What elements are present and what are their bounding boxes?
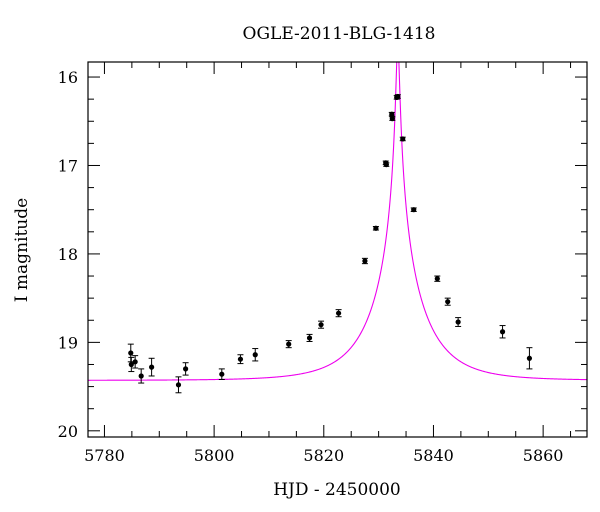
data-point [372,225,379,231]
chart-title: OGLE-2011-BLG-1418 [243,24,436,44]
data-point [335,309,342,318]
data-point [127,343,134,363]
plot-frame [87,61,588,438]
data-point [399,136,406,142]
data-point [285,340,292,349]
data-point [444,297,451,306]
x-tick-label: 5860 [523,446,564,465]
point-marker [373,225,379,231]
y-tick-label: 17 [58,156,78,175]
data-point [175,376,182,394]
point-marker [183,366,189,372]
point-marker [455,319,461,325]
data-point [499,325,506,339]
point-marker [434,276,440,282]
data-point [526,347,533,370]
data-point [388,111,395,117]
data-point [394,93,401,100]
data-point [128,356,135,373]
x-axis-label: HJD - 2450000 [273,480,401,500]
point-marker [445,299,451,305]
point-marker [411,207,417,213]
point-marker [132,359,138,365]
data-point [237,354,244,365]
point-marker [128,350,134,356]
data-point [434,275,441,282]
data-point [148,357,155,377]
point-marker [306,335,313,341]
y-tick-label: 20 [58,422,78,441]
y-axis-label: I magnitude [12,198,32,302]
point-marker [395,93,401,100]
x-tick-label: 5820 [303,446,344,465]
point-marker [389,116,395,122]
x-tick-label: 5840 [413,446,454,465]
point-marker [219,371,225,377]
plot-area [87,61,588,438]
point-marker [335,310,342,316]
y-tick-label: 18 [58,245,78,264]
point-marker [400,136,406,142]
y-tick-label: 19 [58,333,78,352]
model-curve [88,62,587,381]
y-tick-label: 16 [58,68,78,87]
data-point [389,116,396,122]
point-marker [389,111,395,117]
data-point [182,362,189,376]
data-points [127,93,533,394]
tick-labels: 5780 5800 5820 5840 5860 16 17 18 19 20 [58,68,564,465]
point-marker [383,161,389,168]
data-point [410,207,417,213]
data-point [218,368,225,381]
data-point [383,161,390,168]
data-point [132,355,139,369]
axis-ticks [88,62,587,437]
point-marker [149,364,155,370]
data-point [252,348,259,362]
data-point [138,368,145,384]
data-point [361,257,368,265]
data-point [318,320,325,329]
data-point [455,317,462,327]
point-marker [128,361,134,368]
x-tick-label: 5780 [84,446,125,465]
point-marker [252,352,258,358]
point-marker [286,341,292,347]
point-marker [138,373,144,379]
x-tick-label: 5800 [194,446,235,465]
point-marker [362,258,368,264]
point-marker [237,356,244,362]
point-marker [499,329,506,335]
point-marker [175,382,182,388]
data-point [306,333,313,342]
point-marker [318,322,324,328]
point-marker [526,355,533,361]
